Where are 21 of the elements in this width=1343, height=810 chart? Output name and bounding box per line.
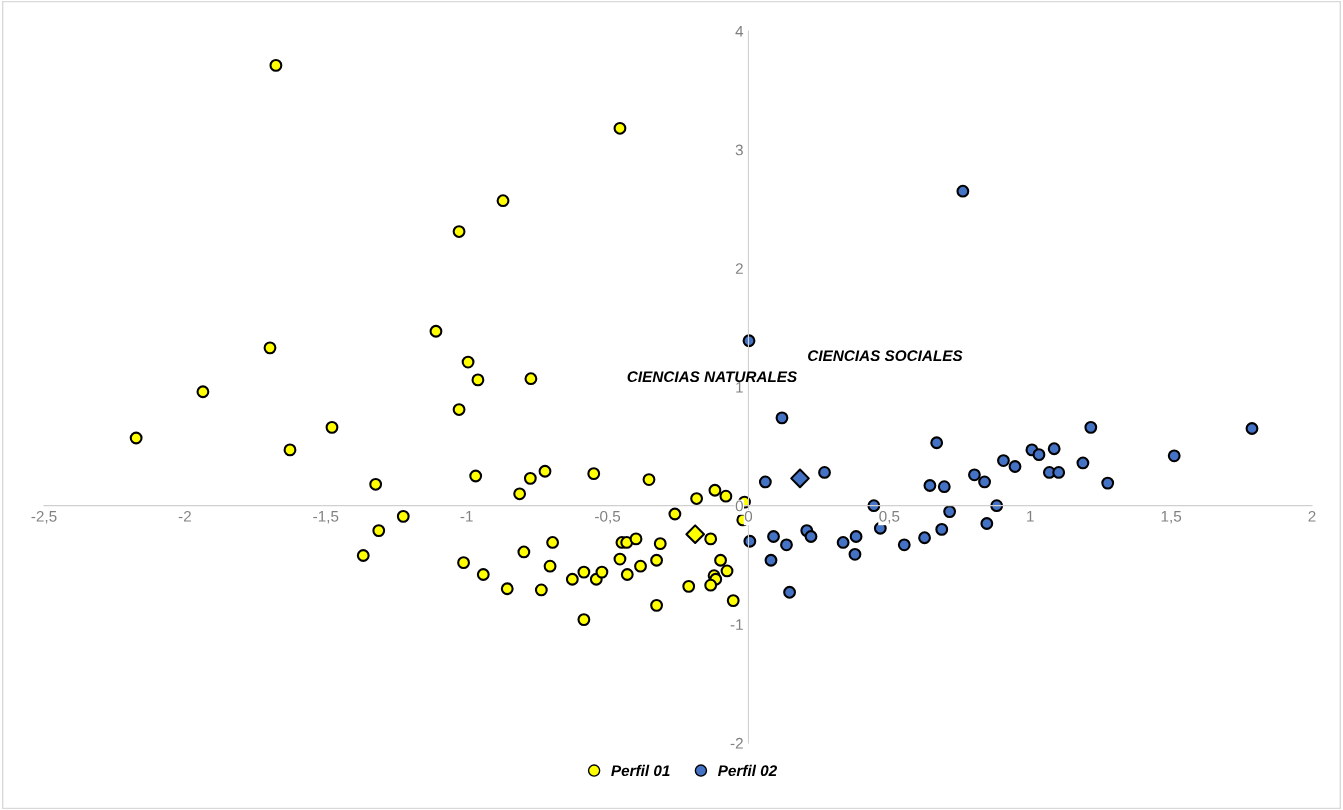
x-tick-label: 2 (1308, 510, 1316, 522)
x-tick-label: -0,5 (595, 510, 621, 524)
x-tick-label: -2 (178, 510, 191, 522)
x-tick-label: -2,5 (31, 510, 57, 524)
y-tick-label: -1 (730, 619, 743, 630)
x-tick-label: 0,5 (879, 510, 900, 524)
x-tick-label: -1,5 (313, 511, 339, 524)
x-tick-label: 1,5 (1161, 511, 1182, 524)
annotation: CIENCIAS NATURALES (627, 371, 798, 383)
x-tick-label: 1 (1027, 511, 1034, 522)
y-tick-label: 2 (735, 263, 743, 274)
x-tick-label: 0 (744, 510, 753, 522)
y-tick-label: 1 (736, 382, 743, 393)
legend-label: Perfil 02 (717, 764, 778, 777)
x-tick-label: -1 (460, 511, 473, 522)
y-tick-label: 4 (735, 26, 744, 37)
y-tick-label: 3 (735, 144, 743, 156)
y-tick-label: -2 (730, 737, 743, 749)
legend-label: Perfil 01 (611, 764, 670, 777)
y-tick-label: 0 (735, 500, 743, 512)
annotation: CIENCIAS SOCIALES (808, 350, 963, 362)
